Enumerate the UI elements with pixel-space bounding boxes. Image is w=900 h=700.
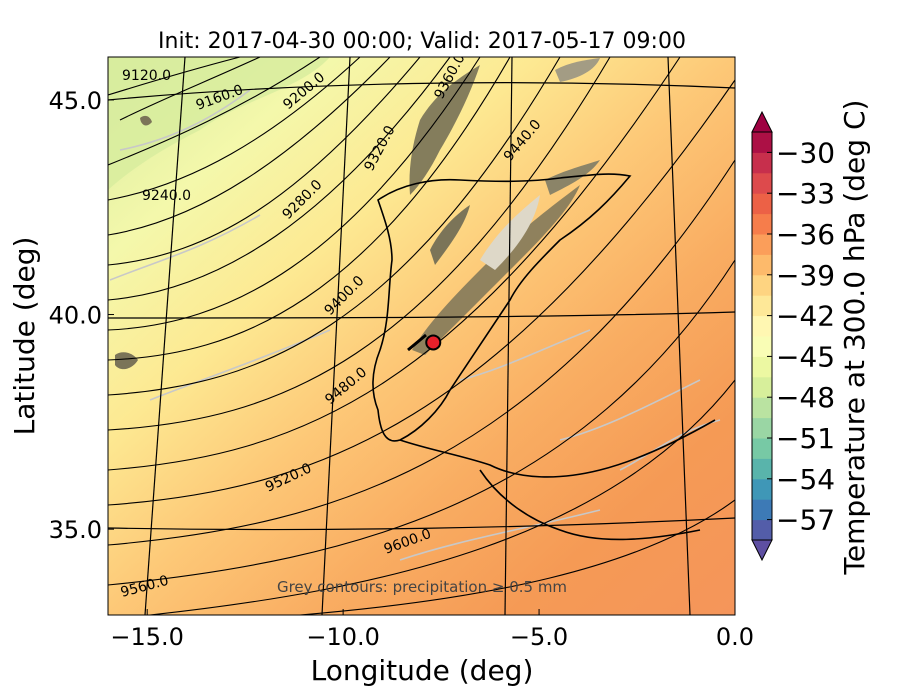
colorbar-tick-label: −45 <box>776 340 835 373</box>
colorbar-segment <box>752 376 772 398</box>
colorbar-tick-label: −30 <box>776 136 835 169</box>
y-tick-label: 45.0 <box>49 87 102 115</box>
marker-track <box>407 333 427 352</box>
x-tick-label: 0.0 <box>716 623 754 651</box>
colorbar-segment <box>752 397 772 419</box>
colorbar-segment <box>752 356 772 378</box>
y-tick-label: 40.0 <box>49 302 102 330</box>
colorbar-segment <box>752 172 772 194</box>
precip-annotation: Grey contours: precipitation ≥ 0.5 mm <box>277 578 567 596</box>
colorbar-segment <box>752 499 772 521</box>
chart-title: Init: 2017-04-30 00:00; Valid: 2017-05-1… <box>158 29 686 54</box>
x-axis-label: Longitude (deg) <box>311 654 534 687</box>
colorbar-segment <box>752 417 772 439</box>
y-axis-ticks: 35.0 40.0 45.0 <box>49 87 114 544</box>
location-marker <box>425 334 442 351</box>
plot-area: 9120.0 9160.0 9200.0 9240.0 9280.0 9320.… <box>108 57 735 615</box>
cold-pocket <box>108 57 330 190</box>
colorbar-segment <box>752 295 772 317</box>
coastline <box>372 173 716 541</box>
colorbar-segment <box>752 274 772 296</box>
colorbar-extend-min <box>751 539 773 562</box>
x-axis-ticks: −15.0 −10.0 −5.0 0.0 <box>110 609 754 651</box>
colorbar-segment <box>752 519 772 541</box>
plot-frame <box>107 56 736 616</box>
colorbar-tick-label: −39 <box>776 259 835 292</box>
colorbar-segment <box>752 438 772 459</box>
colorbar-frame <box>751 131 773 541</box>
x-tick-label: −5.0 <box>510 623 568 651</box>
y-axis-label: Latitude (deg) <box>8 237 41 436</box>
colorbar-segment <box>752 234 772 255</box>
colorbar-segment <box>752 336 772 357</box>
y-tick-label: 35.0 <box>49 516 102 544</box>
contour-label-9240: 9240.0 <box>142 188 191 204</box>
height-contours <box>108 57 735 615</box>
colorbar-tick-label: −51 <box>776 422 835 455</box>
colorbar-segment <box>752 254 772 276</box>
colorbar-tick-label: −33 <box>776 177 835 210</box>
colorbar-tick-label: −48 <box>776 381 835 414</box>
colorbar-segment <box>752 478 772 500</box>
colorbar-segment <box>752 213 772 235</box>
colorbar-label: Temperature at 300.0 hPa (deg C) <box>838 100 871 576</box>
colorbar-tick-label: −42 <box>776 300 835 333</box>
x-tick-label: −15.0 <box>110 623 184 651</box>
colorbar-segment <box>752 152 772 174</box>
colorbar-segment <box>752 132 772 153</box>
colorbar-tick-label: −36 <box>776 218 835 251</box>
colorbar-tick-label: −54 <box>776 463 835 496</box>
colorbar-tick-label: −57 <box>776 504 835 537</box>
x-tick-label: −10.0 <box>306 623 380 651</box>
colorbar-extend-max <box>751 110 773 133</box>
colorbar-segment <box>752 193 772 215</box>
colorbar: −57 −54 −51 −48 −45 −42 −39 −36 −33 −30 <box>751 110 835 562</box>
colorbar-segment <box>752 315 772 337</box>
contour-label-9120: 9120.0 <box>122 68 171 84</box>
colorbar-segment <box>752 458 772 480</box>
